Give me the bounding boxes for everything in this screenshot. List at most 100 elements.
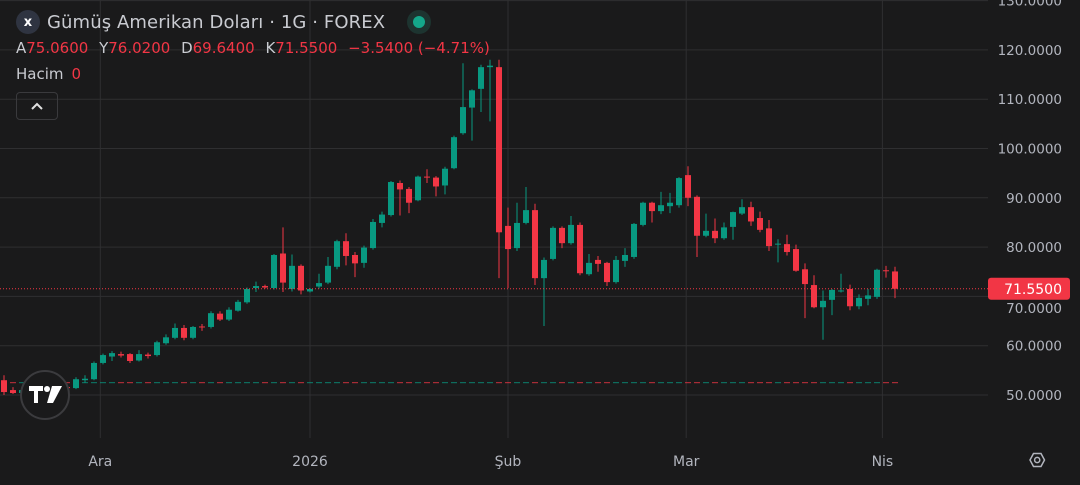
candle: [442, 166, 448, 195]
close-value: 71.5500: [275, 39, 338, 57]
symbol-title[interactable]: Gümüş Amerikan Doları · 1G · FOREX: [47, 11, 386, 33]
candle: [784, 234, 790, 256]
y-tick-label: 50.0000: [1006, 388, 1062, 404]
candle-body: [325, 265, 331, 283]
x-tick-label: Nis: [872, 454, 894, 470]
candle-body: [847, 289, 853, 307]
candle: [883, 265, 889, 278]
candle-body: [829, 289, 835, 300]
candle: [379, 211, 385, 228]
candle: [649, 201, 655, 223]
candle: [631, 222, 637, 259]
y-tick-label: 120.0000: [998, 43, 1062, 59]
candle-body: [1, 380, 7, 393]
low-value: 69.6400: [192, 39, 255, 57]
collapse-legend-button[interactable]: [16, 92, 58, 120]
candle-body: [226, 309, 232, 320]
candle-body: [271, 254, 277, 289]
candle: [172, 323, 178, 340]
candle-body: [280, 253, 286, 283]
candle-body: [604, 262, 610, 283]
candle-body: [100, 355, 106, 363]
candle-body: [10, 390, 16, 394]
candle: [622, 248, 628, 267]
candle: [658, 191, 664, 215]
candle: [361, 245, 367, 268]
candle: [406, 186, 412, 214]
market-status-icon[interactable]: [407, 10, 432, 34]
candle: [100, 353, 106, 365]
candle-body: [73, 379, 79, 389]
candle: [199, 324, 205, 331]
candle-body: [667, 202, 673, 207]
candle: [370, 218, 376, 250]
candle: [73, 377, 79, 390]
change-value: −3.5400 (−4.71%): [348, 39, 490, 57]
candle: [523, 186, 529, 225]
candle-body: [343, 241, 349, 256]
candle: [505, 207, 511, 289]
candle-body: [163, 337, 169, 344]
candle-body: [613, 259, 619, 283]
candle: [298, 264, 304, 295]
candle: [451, 135, 457, 170]
y-tick-label: 100.0000: [998, 142, 1062, 158]
high-key: Y: [99, 39, 109, 57]
candle: [838, 273, 844, 293]
candle: [478, 64, 484, 113]
close-symbol-button[interactable]: x: [16, 10, 40, 34]
candle: [892, 266, 898, 299]
x-tick-label: Ara: [88, 454, 112, 470]
candle: [667, 192, 673, 214]
candle-body: [433, 177, 439, 187]
x-tick-label: 2026: [292, 454, 328, 470]
candle: [127, 353, 133, 363]
candle-body: [685, 175, 691, 198]
y-tick-label: 130.0000: [998, 0, 1062, 10]
candle: [118, 351, 124, 358]
candle-body: [532, 210, 538, 279]
candle-body: [181, 327, 187, 338]
candle: [388, 181, 394, 217]
candle: [586, 254, 592, 276]
candle-body: [262, 286, 268, 288]
candle-body: [622, 254, 628, 261]
candle: [739, 199, 745, 216]
candle: [676, 177, 682, 208]
candle: [433, 176, 439, 197]
candle: [136, 350, 142, 362]
time-axis[interactable]: Ara 2026 Şub Mar Nis: [88, 454, 893, 470]
candle: [190, 325, 196, 340]
candle-body: [838, 290, 844, 292]
candle-body: [145, 354, 151, 357]
candle-body: [478, 67, 484, 89]
candle-body: [586, 262, 592, 275]
candle: [748, 201, 754, 226]
candle: [532, 203, 538, 286]
candle: [865, 289, 871, 306]
candle: [163, 334, 169, 345]
candle-body: [415, 176, 421, 201]
settings-hexagon-icon[interactable]: [1029, 452, 1046, 468]
chart-legend: x Gümüş Amerikan Doları · 1G · FOREX A75…: [16, 9, 496, 120]
candle: [289, 254, 295, 292]
candle-body: [352, 254, 358, 264]
candle-body: [154, 342, 160, 356]
candle: [208, 311, 214, 329]
candle-body: [397, 183, 403, 190]
candle: [154, 340, 160, 357]
price-axis[interactable]: 50.0000 60.0000 70.0000 80.0000 90.0000 100.0…: [988, 0, 1070, 404]
candle-body: [784, 244, 790, 253]
candle-body: [568, 224, 574, 244]
tradingview-logo[interactable]: [20, 370, 70, 420]
candle-body: [487, 65, 493, 68]
candle: [550, 226, 556, 261]
candle: [460, 63, 466, 135]
volume-indicator[interactable]: Hacim 0: [16, 65, 496, 87]
candle-body: [289, 265, 295, 290]
candle-body: [874, 269, 880, 297]
candle-body: [172, 327, 178, 338]
candle-body: [514, 222, 520, 249]
candle-body: [631, 223, 637, 257]
